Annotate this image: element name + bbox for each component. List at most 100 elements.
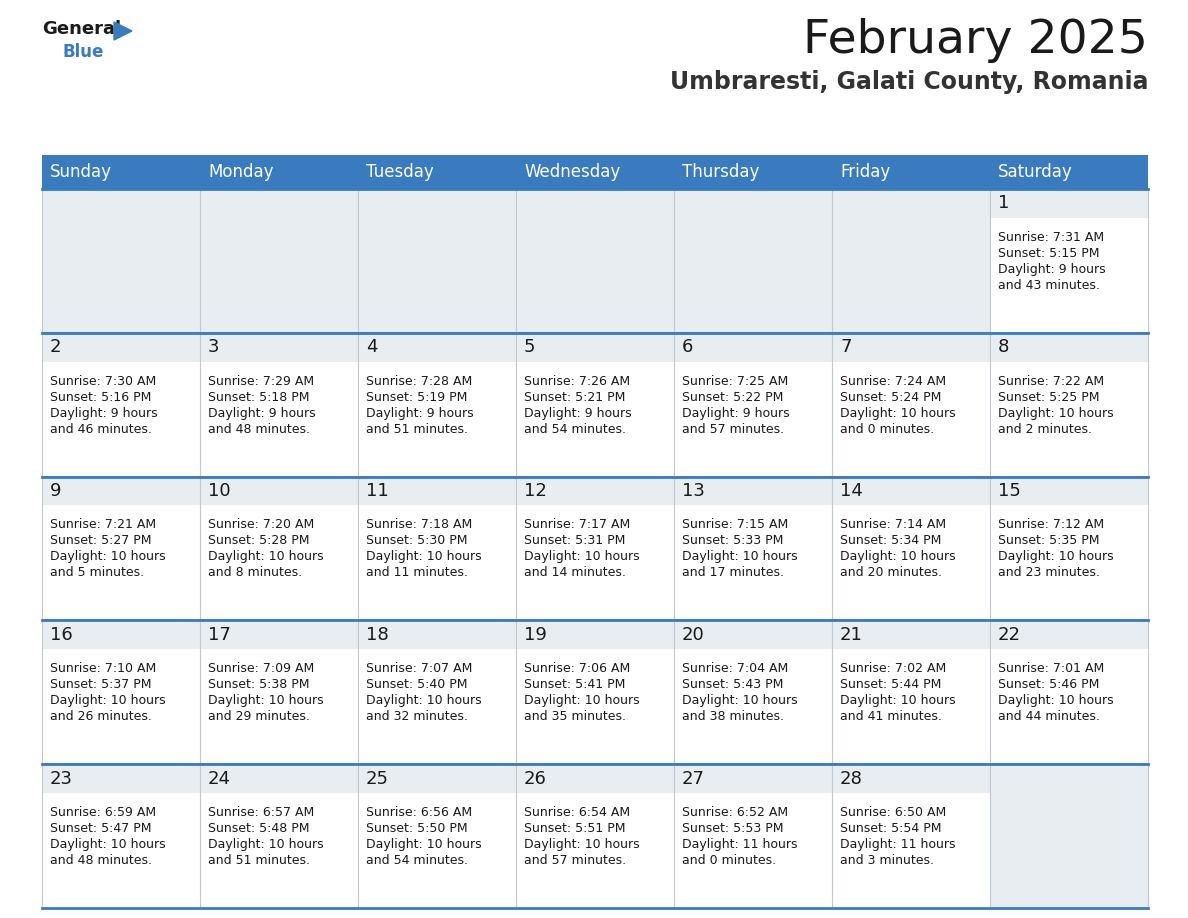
Text: Daylight: 10 hours: Daylight: 10 hours — [366, 838, 481, 851]
Text: Sunset: 5:48 PM: Sunset: 5:48 PM — [208, 822, 310, 835]
Text: Sunrise: 6:50 AM: Sunrise: 6:50 AM — [840, 806, 947, 819]
Bar — [200, 189, 358, 333]
Text: 15: 15 — [998, 482, 1020, 500]
Bar — [200, 621, 358, 764]
Text: Sunset: 5:51 PM: Sunset: 5:51 PM — [524, 822, 626, 835]
Bar — [832, 189, 990, 333]
Text: Sunrise: 7:14 AM: Sunrise: 7:14 AM — [840, 519, 946, 532]
Text: Sunrise: 6:56 AM: Sunrise: 6:56 AM — [366, 806, 472, 819]
Bar — [990, 764, 1148, 908]
Text: and 51 minutes.: and 51 minutes. — [208, 854, 310, 867]
Text: Saturday: Saturday — [998, 163, 1073, 181]
Bar — [832, 621, 990, 649]
Bar — [832, 333, 990, 476]
Text: 25: 25 — [366, 769, 388, 788]
Text: Daylight: 10 hours: Daylight: 10 hours — [840, 407, 955, 420]
Text: Sunset: 5:46 PM: Sunset: 5:46 PM — [998, 678, 1099, 691]
Bar — [990, 621, 1148, 764]
Bar — [200, 333, 358, 476]
Text: and 11 minutes.: and 11 minutes. — [366, 566, 468, 579]
Text: and 23 minutes.: and 23 minutes. — [998, 566, 1100, 579]
Text: 28: 28 — [840, 769, 862, 788]
Text: and 0 minutes.: and 0 minutes. — [682, 854, 776, 867]
Text: 1: 1 — [998, 195, 1010, 212]
Text: 23: 23 — [50, 769, 72, 788]
Text: 11: 11 — [366, 482, 388, 500]
Text: Sunrise: 6:57 AM: Sunrise: 6:57 AM — [208, 806, 315, 819]
Bar — [358, 764, 516, 793]
Text: 19: 19 — [524, 626, 546, 644]
Text: Daylight: 10 hours: Daylight: 10 hours — [998, 551, 1113, 564]
Bar — [674, 621, 832, 649]
Bar — [358, 476, 516, 621]
Text: Sunset: 5:22 PM: Sunset: 5:22 PM — [682, 390, 783, 404]
Bar — [674, 333, 832, 476]
Text: 3: 3 — [208, 338, 220, 356]
Text: Sunrise: 7:24 AM: Sunrise: 7:24 AM — [840, 375, 946, 387]
Text: and 44 minutes.: and 44 minutes. — [998, 711, 1100, 723]
Text: and 43 minutes.: and 43 minutes. — [998, 279, 1100, 292]
Bar — [358, 621, 516, 764]
Text: Daylight: 9 hours: Daylight: 9 hours — [50, 407, 158, 420]
Text: Sunset: 5:25 PM: Sunset: 5:25 PM — [998, 390, 1100, 404]
Text: Sunrise: 6:54 AM: Sunrise: 6:54 AM — [524, 806, 630, 819]
Text: and 26 minutes.: and 26 minutes. — [50, 711, 152, 723]
Text: Daylight: 10 hours: Daylight: 10 hours — [208, 551, 323, 564]
Text: 7: 7 — [840, 338, 852, 356]
Text: 13: 13 — [682, 482, 704, 500]
Text: Sunset: 5:15 PM: Sunset: 5:15 PM — [998, 247, 1100, 260]
Bar — [516, 476, 674, 506]
Text: Sunrise: 7:17 AM: Sunrise: 7:17 AM — [524, 519, 631, 532]
Bar — [358, 476, 516, 506]
Bar — [42, 764, 200, 793]
Text: Daylight: 9 hours: Daylight: 9 hours — [366, 407, 474, 420]
Text: and 54 minutes.: and 54 minutes. — [366, 854, 468, 867]
Text: Sunrise: 7:07 AM: Sunrise: 7:07 AM — [366, 662, 473, 675]
Text: Daylight: 10 hours: Daylight: 10 hours — [366, 694, 481, 707]
Text: Daylight: 11 hours: Daylight: 11 hours — [682, 838, 797, 851]
Text: Daylight: 10 hours: Daylight: 10 hours — [50, 838, 165, 851]
Text: 14: 14 — [840, 482, 862, 500]
Bar — [832, 764, 990, 793]
Text: and 41 minutes.: and 41 minutes. — [840, 711, 942, 723]
Text: 18: 18 — [366, 626, 388, 644]
Text: Daylight: 10 hours: Daylight: 10 hours — [208, 838, 323, 851]
Text: 9: 9 — [50, 482, 62, 500]
Text: Sunrise: 7:09 AM: Sunrise: 7:09 AM — [208, 662, 315, 675]
Text: and 35 minutes.: and 35 minutes. — [524, 711, 626, 723]
Bar — [516, 764, 674, 908]
Text: Umbraresti, Galati County, Romania: Umbraresti, Galati County, Romania — [670, 70, 1148, 94]
Text: Sunset: 5:34 PM: Sunset: 5:34 PM — [840, 534, 941, 547]
Bar — [358, 333, 516, 362]
Bar — [516, 764, 674, 793]
Text: and 48 minutes.: and 48 minutes. — [50, 854, 152, 867]
Text: and 46 minutes.: and 46 minutes. — [50, 422, 152, 435]
Text: Daylight: 10 hours: Daylight: 10 hours — [682, 694, 797, 707]
Bar — [674, 764, 832, 793]
Bar — [516, 189, 674, 333]
Bar — [674, 476, 832, 506]
Bar — [516, 476, 674, 621]
Text: Daylight: 10 hours: Daylight: 10 hours — [682, 551, 797, 564]
Text: Sunday: Sunday — [50, 163, 112, 181]
Polygon shape — [114, 22, 132, 40]
Text: Daylight: 10 hours: Daylight: 10 hours — [50, 694, 165, 707]
Text: Daylight: 10 hours: Daylight: 10 hours — [998, 694, 1113, 707]
Text: Daylight: 10 hours: Daylight: 10 hours — [524, 838, 639, 851]
Bar — [674, 476, 832, 621]
Text: 2: 2 — [50, 338, 62, 356]
Bar — [832, 476, 990, 506]
Text: and 51 minutes.: and 51 minutes. — [366, 422, 468, 435]
Text: and 14 minutes.: and 14 minutes. — [524, 566, 626, 579]
Text: Sunset: 5:35 PM: Sunset: 5:35 PM — [998, 534, 1100, 547]
Text: 12: 12 — [524, 482, 546, 500]
Text: Sunrise: 7:22 AM: Sunrise: 7:22 AM — [998, 375, 1104, 387]
Text: Sunrise: 7:25 AM: Sunrise: 7:25 AM — [682, 375, 789, 387]
Bar — [832, 476, 990, 621]
Text: Sunset: 5:38 PM: Sunset: 5:38 PM — [208, 678, 310, 691]
Text: Sunrise: 7:31 AM: Sunrise: 7:31 AM — [998, 230, 1104, 244]
Text: and 3 minutes.: and 3 minutes. — [840, 854, 934, 867]
Text: Sunset: 5:47 PM: Sunset: 5:47 PM — [50, 822, 152, 835]
Text: Daylight: 10 hours: Daylight: 10 hours — [998, 407, 1113, 420]
Bar — [516, 333, 674, 362]
